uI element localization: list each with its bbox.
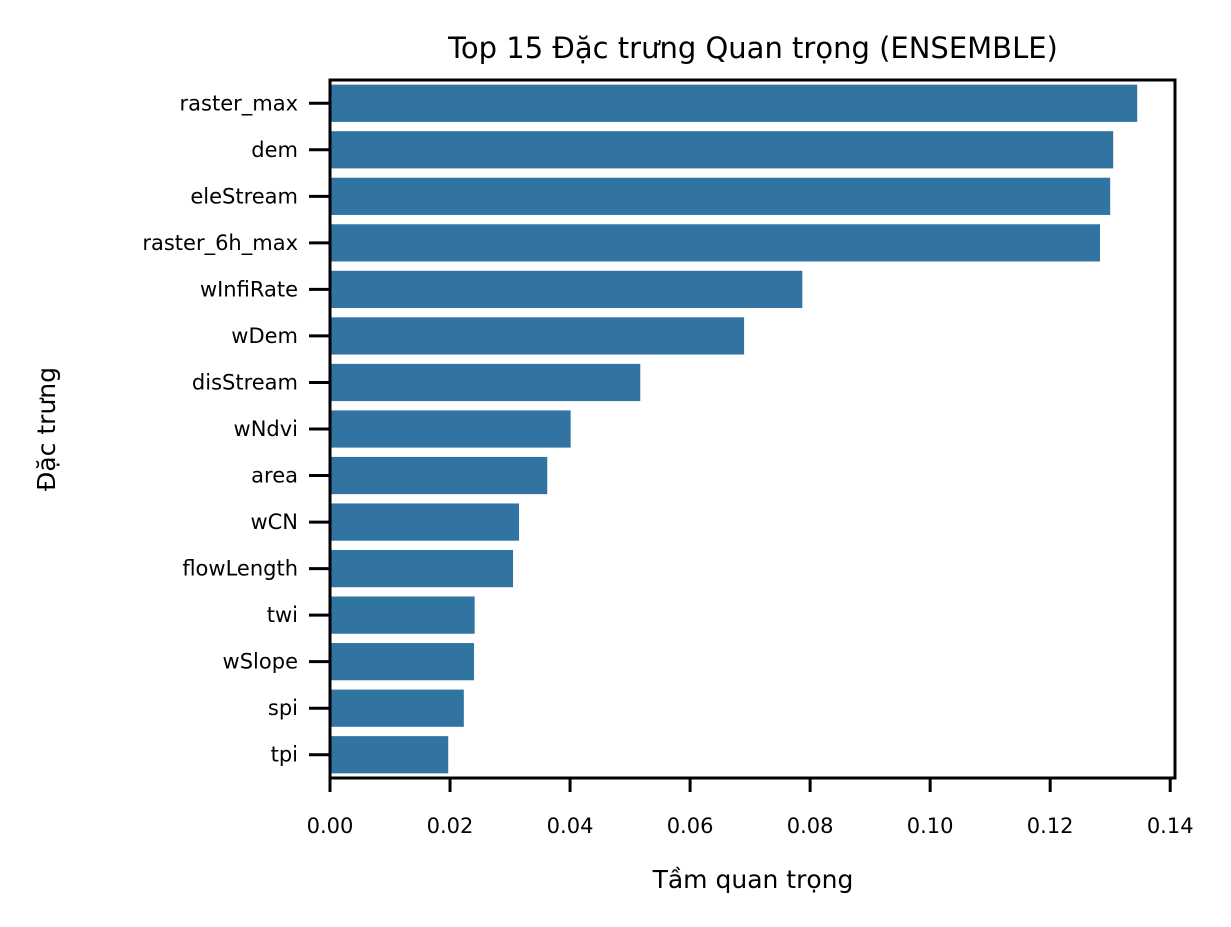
y-tick-label: eleStream (190, 184, 298, 208)
y-tick-label: raster_max (180, 91, 298, 116)
chart-title: Top 15 Đặc trưng Quan trọng (ENSEMBLE) (447, 31, 1058, 65)
bar-elestream (330, 177, 1111, 215)
y-tick-label: flowLength (182, 557, 298, 581)
x-tick-label: 0.02 (427, 814, 474, 838)
y-tick-label: disStream (192, 370, 298, 394)
plot-frame (328, 78, 1177, 780)
y-tick-label: area (251, 464, 298, 488)
bar-raster-max (330, 84, 1138, 122)
y-tick-label: wSlope (223, 650, 298, 674)
y-tick-label: wDem (231, 324, 298, 348)
bar-spi (330, 689, 464, 727)
x-ticks-group: 0.00 0.02 0.04 0.06 0.08 0.10 0.12 0.14 (307, 778, 1194, 838)
x-tick-label: 0.14 (1147, 814, 1194, 838)
bar-flowlength (330, 549, 514, 588)
y-tick-label: raster_6h_max (142, 231, 298, 256)
bar-disstream (330, 363, 641, 402)
bar-tpi (330, 736, 449, 774)
x-tick-label: 0.10 (907, 814, 954, 838)
x-tick-label: 0.08 (787, 814, 834, 838)
bar-wndvi (330, 410, 571, 448)
bar-raster-6h-max (330, 224, 1100, 262)
y-tick-label: tpi (271, 743, 298, 767)
y-axis-label: Đặc trưng (32, 367, 61, 491)
bar-twi (330, 596, 475, 634)
x-tick-label: 0.12 (1027, 814, 1074, 838)
y-tick-label: wCN (250, 510, 298, 534)
y-tick-label: wInfiRate (200, 277, 298, 301)
bar-wslope (330, 643, 475, 681)
bar-wdem (330, 317, 745, 355)
y-tick-label: dem (251, 138, 298, 162)
bar-area (330, 456, 548, 495)
y-tick-label: wNdvi (234, 417, 298, 441)
y-tick-label: spi (268, 696, 298, 720)
bars-group (330, 84, 1138, 774)
y-tick-label: twi (267, 603, 298, 627)
bar-dem (330, 131, 1114, 169)
x-axis-label: Tầm quan trọng (652, 865, 854, 894)
x-tick-label: 0.04 (547, 814, 594, 838)
x-tick-label: 0.06 (667, 814, 714, 838)
bar-winfirate (330, 270, 803, 309)
x-tick-label: 0.00 (307, 814, 354, 838)
bar-wcn (330, 503, 520, 541)
